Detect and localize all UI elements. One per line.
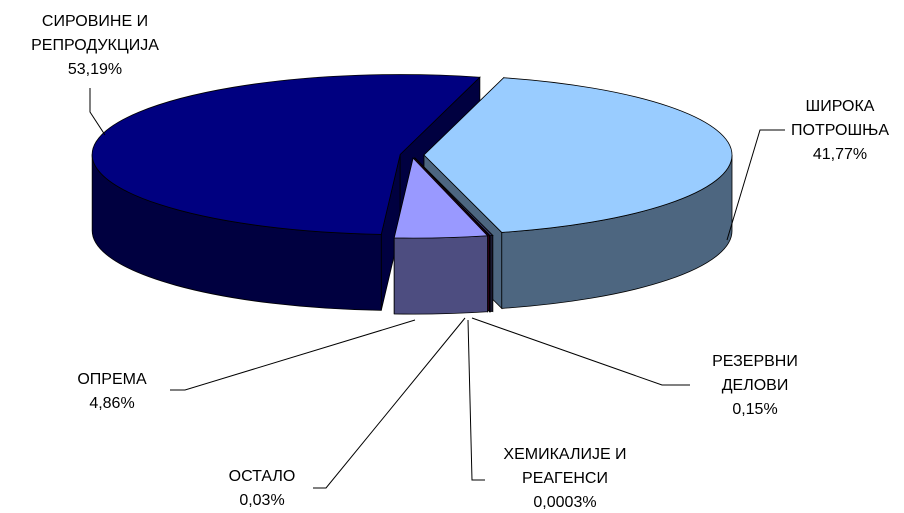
leader-lines <box>89 88 785 489</box>
label: СИРОВИНЕ И РЕПРОДУКЦИЈА 53,19% <box>0 10 195 82</box>
value-label: 0,03% <box>239 492 285 509</box>
slice-side <box>488 235 491 313</box>
value-label: 4,86% <box>89 395 135 412</box>
value-label: 53,19% <box>67 61 123 78</box>
label: ШИРОКА ПОТРОШЊА 41,77% <box>740 95 904 167</box>
value-label: 0,15% <box>732 401 778 418</box>
leader-line <box>89 88 106 136</box>
leader-line <box>471 317 690 386</box>
leader-line <box>726 129 785 241</box>
category-label: СИРОВИНЕ И РЕПРОДУКЦИЈА <box>31 13 159 54</box>
leader-line <box>170 319 416 391</box>
slice <box>414 157 491 237</box>
leader-line <box>467 319 485 481</box>
label: РЕЗЕРВНИ ДЕЛОВИ 0,15% <box>655 350 855 422</box>
value-label: 41,77% <box>812 146 868 163</box>
label: ОСТАЛО 0,03% <box>162 465 362 513</box>
category-label: ХЕМИКАЛИЈЕ И РЕАГЕНСИ <box>503 446 627 487</box>
category-label: ОСТАЛО <box>228 468 296 485</box>
pie <box>91 74 733 315</box>
label: ОПРЕМА 4,86% <box>12 368 212 416</box>
label: ХЕМИКАЛИЈЕ И РЕАГЕНСИ 0,0003% <box>465 443 665 513</box>
leader-line <box>313 317 466 489</box>
category-label: РЕЗЕРВНИ ДЕЛОВИ <box>712 353 798 394</box>
slice-side <box>489 234 494 313</box>
category-label: ОПРЕМА <box>77 371 147 388</box>
slice <box>393 157 489 239</box>
slice <box>91 74 481 235</box>
value-label: 0,0003% <box>533 494 597 511</box>
slice <box>423 77 733 233</box>
category-label: ШИРОКА ПОТРОШЊА <box>791 98 889 139</box>
slice-side <box>393 235 488 315</box>
